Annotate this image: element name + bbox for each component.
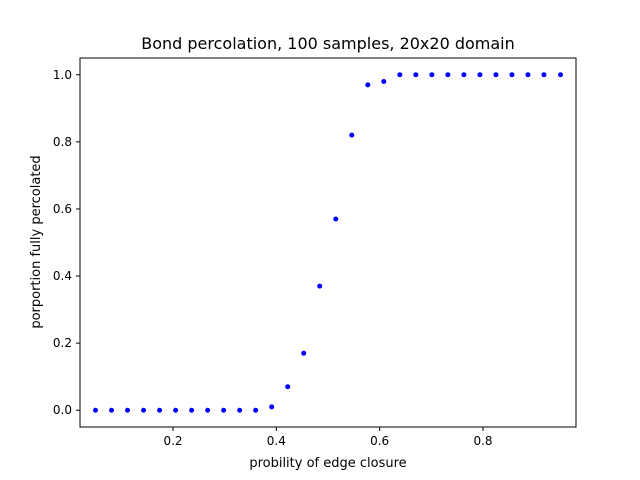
x-axis: 0.2 0.4 0.6 0.8 <box>163 427 493 448</box>
data-point <box>205 407 211 413</box>
data-point <box>381 78 387 84</box>
data-point <box>141 407 147 413</box>
data-point <box>301 350 307 356</box>
data-point <box>541 72 547 78</box>
data-point <box>173 407 179 413</box>
data-point <box>125 407 131 413</box>
data-point <box>189 407 195 413</box>
data-point <box>237 407 243 413</box>
data-point <box>157 407 163 413</box>
data-point <box>509 72 515 78</box>
x-tick-label: 0.4 <box>267 434 286 448</box>
data-point <box>413 72 419 78</box>
data-point <box>493 72 499 78</box>
y-axis: 0.0 0.2 0.4 0.6 0.8 1.0 <box>53 68 80 417</box>
x-tick-label: 0.8 <box>473 434 492 448</box>
data-point <box>269 404 275 410</box>
chart-title: Bond percolation, 100 samples, 20x20 dom… <box>141 34 515 53</box>
y-tick-label: 0.4 <box>53 269 72 283</box>
data-point <box>253 407 259 413</box>
y-tick-label: 0.8 <box>53 135 72 149</box>
data-point <box>445 72 451 78</box>
y-axis-label: porportion fully percolated <box>29 155 44 328</box>
data-point <box>109 407 115 413</box>
y-tick-label: 0.2 <box>53 336 72 350</box>
data-point <box>525 72 531 78</box>
data-point <box>558 72 563 78</box>
data-point <box>349 132 355 138</box>
data-point <box>477 72 483 78</box>
data-point <box>221 407 227 413</box>
x-tick-label: 0.2 <box>163 434 182 448</box>
y-tick-label: 1.0 <box>53 68 72 82</box>
data-point <box>285 384 291 390</box>
y-tick-label: 0.6 <box>53 202 72 216</box>
data-point <box>317 283 323 289</box>
data-point <box>429 72 435 78</box>
data-point <box>461 72 467 78</box>
data-point <box>397 72 403 78</box>
data-point <box>333 216 339 222</box>
x-axis-label: probility of edge closure <box>249 456 406 471</box>
data-point <box>93 407 98 413</box>
plot-area <box>79 57 577 428</box>
y-tick-label: 0.0 <box>53 403 72 417</box>
data-points <box>93 72 563 413</box>
data-point <box>365 82 371 88</box>
x-tick-label: 0.6 <box>370 434 389 448</box>
